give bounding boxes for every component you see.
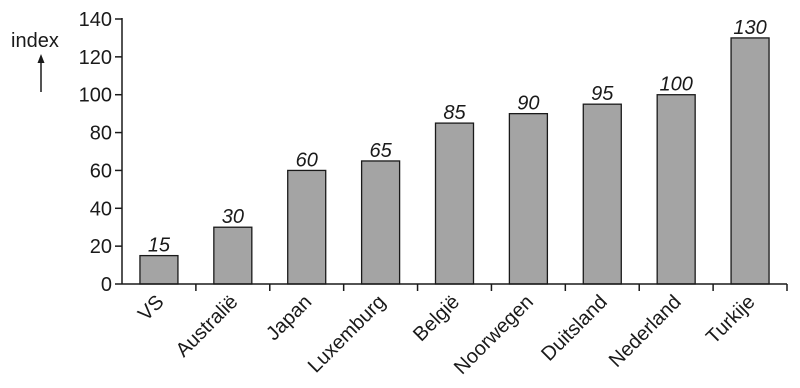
y-axis-title-group: index bbox=[11, 30, 59, 92]
x-category-label: Turkije bbox=[702, 291, 759, 348]
data-label: 95 bbox=[591, 83, 614, 105]
y-axis-title-arrow-head bbox=[37, 54, 45, 63]
y-tick-label: 120 bbox=[79, 47, 112, 69]
x-category-label: Japan bbox=[262, 291, 316, 345]
data-label: 15 bbox=[148, 235, 171, 257]
bar-australi- bbox=[213, 226, 253, 285]
bar-belgi- bbox=[434, 122, 475, 285]
data-label: 85 bbox=[443, 102, 466, 124]
bar-turkije bbox=[730, 37, 770, 285]
x-category-label: Australië bbox=[172, 291, 243, 362]
bar-luxemburg bbox=[360, 160, 401, 285]
data-label: 30 bbox=[222, 206, 244, 228]
x-category-label: Luxemburg bbox=[304, 291, 390, 377]
y-tick-label: 0 bbox=[101, 274, 112, 296]
bar-noorwegen bbox=[508, 112, 549, 285]
x-category-label: VS bbox=[134, 291, 168, 325]
data-label: 60 bbox=[296, 149, 318, 171]
y-tick-label: 80 bbox=[90, 123, 112, 145]
data-label: 130 bbox=[733, 17, 766, 39]
y-axis: 0 20 40 60 80 100 120 140 bbox=[79, 9, 123, 296]
y-axis-title: index bbox=[11, 30, 59, 52]
y-tick-label: 40 bbox=[90, 198, 112, 220]
x-category-label: Nederland bbox=[605, 291, 686, 372]
y-tick-label: 100 bbox=[79, 85, 112, 107]
bars-group: 15 30 60 65 85 90 95 100 130 bbox=[139, 17, 770, 285]
y-tick-label: 60 bbox=[90, 160, 112, 182]
data-label: 100 bbox=[659, 74, 692, 96]
data-label: 65 bbox=[369, 140, 392, 162]
y-tick-label: 20 bbox=[90, 236, 112, 258]
x-category-label: België bbox=[409, 291, 464, 346]
x-category-label: Noorwegen bbox=[450, 291, 538, 379]
y-tick-label: 140 bbox=[79, 9, 112, 31]
bar-vs bbox=[139, 254, 179, 285]
data-label: 90 bbox=[517, 93, 539, 115]
bar-japan bbox=[287, 169, 327, 285]
bar-nederland bbox=[656, 94, 696, 285]
x-category-label: Duitsland bbox=[537, 291, 612, 366]
bar-duitsland bbox=[582, 103, 622, 285]
